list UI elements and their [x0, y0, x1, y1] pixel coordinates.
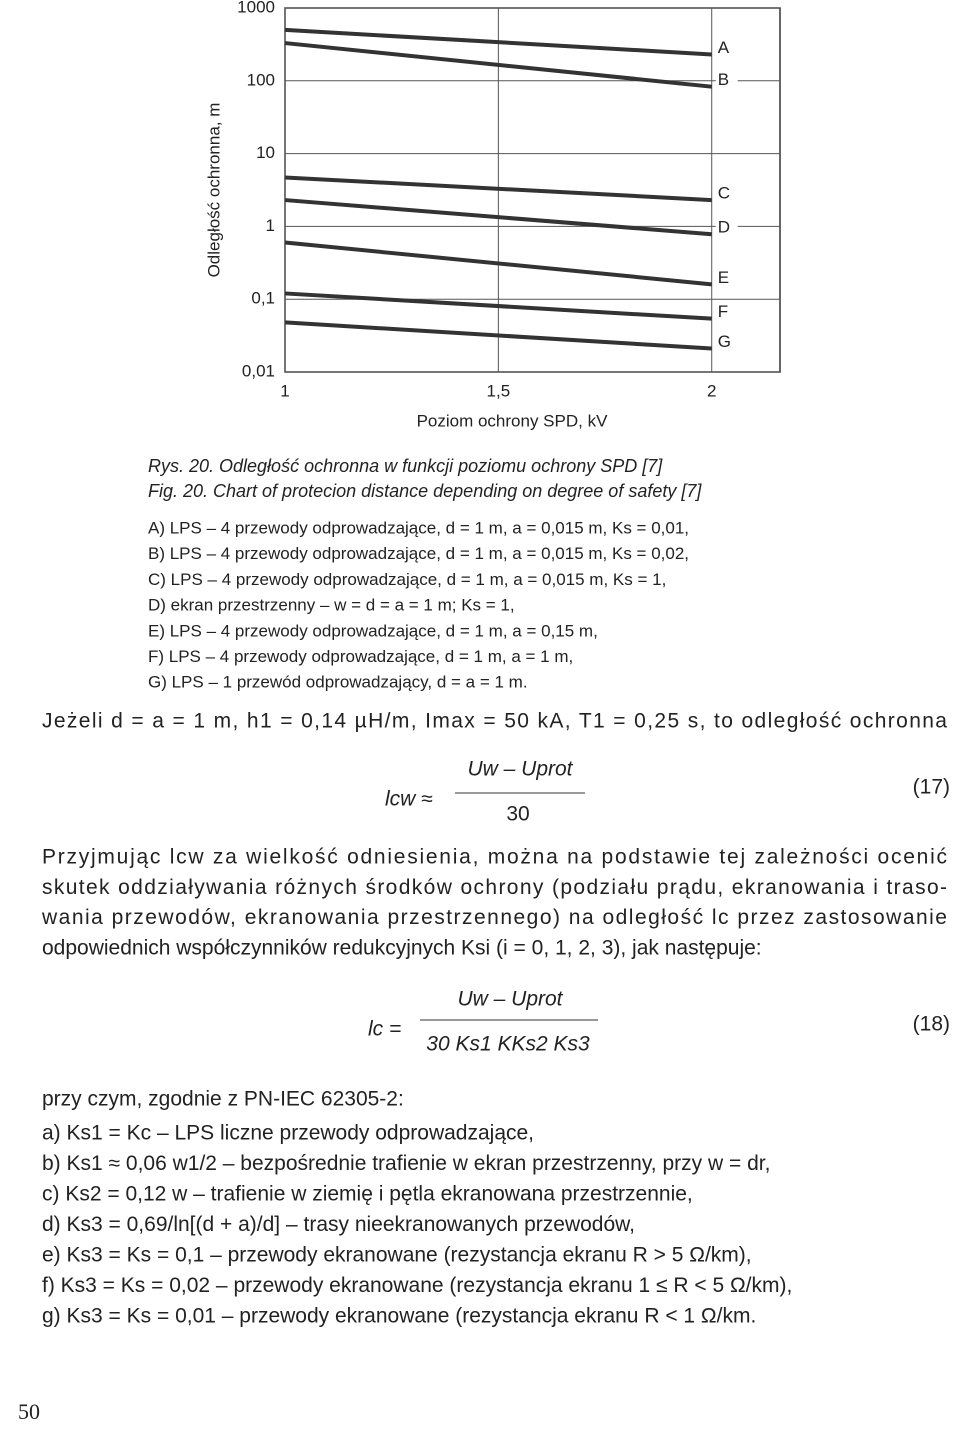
caption-en: Fig. 20. Chart of protecion distance dep… [148, 481, 702, 501]
paragraph-line: Przyjmując lcw za wielkość odniesienia, … [42, 846, 947, 869]
label-bg [715, 302, 738, 323]
series-label: E [718, 268, 729, 287]
series-line [284, 41, 712, 89]
x-tick-label: 1 [280, 381, 289, 400]
series-line [284, 27, 712, 57]
y-tick-label: 0,1 [251, 289, 275, 308]
series-label: A [718, 38, 730, 57]
formula-denominator: 30 Ks1 KKs2 Ks3 [426, 1033, 590, 1056]
legend-item: A) LPS – 4 przewody odprowadzające, d = … [148, 518, 689, 537]
series-label: C [718, 184, 730, 203]
list-item: a) Ks1 = Kc – LPS liczne przewody odprow… [42, 1122, 534, 1145]
y-tick-label: 1000 [237, 0, 275, 16]
formula-denominator: 30 [506, 803, 529, 826]
equation-number: (17) [913, 776, 950, 799]
y-tick-label: 10 [256, 143, 275, 162]
list-intro: przy czym, zgodnie z PN-IEC 62305-2: [42, 1088, 404, 1111]
x-axis-label: Poziom ochrony SPD, kV [417, 411, 609, 430]
list-item: e) Ks3 = Ks = 0,1 – przewody ekranowane … [42, 1244, 752, 1267]
paragraph-line: skutek oddziaływania różnych środków och… [42, 876, 947, 899]
series-label: G [718, 332, 731, 351]
legend-item: D) ekran przestrzenny – w = d = a = 1 m;… [148, 596, 515, 615]
series-label: B [718, 70, 729, 89]
legend-list: A) LPS – 4 przewody odprowadzające, d = … [148, 518, 689, 691]
list-item: d) Ks3 = 0,69/ln[(d + a)/d] – trasy niee… [42, 1213, 635, 1236]
legend-item: E) LPS – 4 przewody odprowadzające, d = … [148, 621, 598, 640]
label-bg [715, 184, 738, 205]
list-item: c) Ks2 = 0,12 w – trafienie w ziemię i p… [42, 1183, 693, 1206]
y-tick-label: 0,01 [242, 361, 275, 380]
y-tick-label: 100 [247, 70, 275, 89]
legend-item: G) LPS – 1 przewód odprowadzający, d = a… [148, 673, 528, 692]
x-tick-label: 2 [707, 381, 716, 400]
paragraph: Przyjmując lcw za wielkość odniesienia, … [41, 846, 947, 960]
series-line [284, 291, 712, 321]
formula-numerator: Uw – Uprot [457, 988, 563, 1011]
caption-pl: Rys. 20. Odległość ochronna w funkcji po… [148, 456, 663, 476]
label-bg [715, 38, 738, 59]
y-axis-label: Odległość ochronna, m [204, 103, 223, 278]
series-line [284, 320, 712, 351]
series-line [284, 240, 712, 287]
list-item: f) Ks3 = Ks = 0,02 – przewody ekranowane… [42, 1274, 792, 1297]
formula-lhs: lcw ≈ [385, 788, 433, 811]
list-item: b) Ks1 ≈ 0,06 w1/2 – bezpośrednie trafie… [42, 1152, 770, 1175]
series-line [284, 198, 712, 237]
intro: Jeżeli d = a = 1 m, h1 = 0,14 µH/m, Imax… [42, 710, 947, 733]
legend-item: C) LPS – 4 przewody odprowadzające, d = … [148, 570, 666, 589]
x-tick-label: 1,5 [487, 381, 511, 400]
formula-numerator: Uw – Uprot [467, 758, 573, 781]
list: a) Ks1 = Kc – LPS liczne przewody odprow… [42, 1122, 792, 1328]
paragraph-line: wania przewodów, ekranowania przestrzenn… [41, 906, 947, 929]
label-bg [715, 218, 738, 239]
formula-lhs: lc = [368, 1018, 401, 1041]
series-label: F [718, 302, 728, 321]
series-label: D [718, 218, 730, 237]
page-number: 50 [18, 1399, 40, 1424]
y-tick-label: 1 [266, 216, 275, 235]
legend-item: B) LPS – 4 przewody odprowadzające, d = … [148, 544, 689, 563]
label-bg [715, 332, 738, 353]
equation-number: (18) [913, 1013, 950, 1036]
series-line [284, 175, 712, 203]
label-bg [715, 70, 738, 91]
list-item: g) Ks3 = Ks = 0,01 – przewody ekranowane… [42, 1305, 756, 1328]
paragraph-line: odpowiednich współczynników redukcyjnych… [42, 936, 762, 959]
label-bg [715, 268, 738, 289]
legend-item: F) LPS – 4 przewody odprowadzające, d = … [148, 647, 573, 666]
